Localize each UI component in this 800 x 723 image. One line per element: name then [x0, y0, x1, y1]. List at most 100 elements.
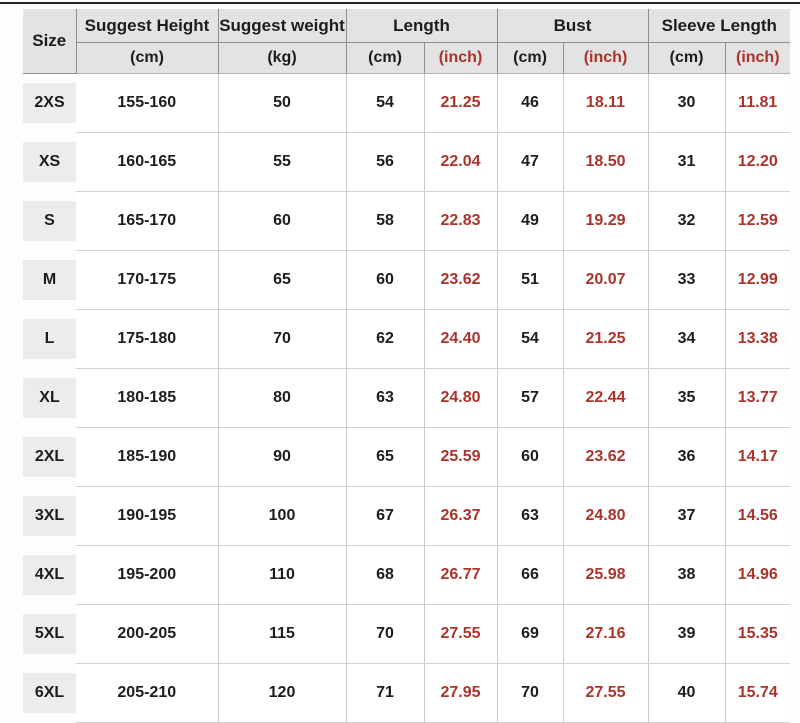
- size-cell: L: [23, 310, 76, 369]
- size-chart-table: Size Suggest Height Suggest weight Lengt…: [23, 9, 791, 723]
- size-chip: 2XL: [23, 437, 76, 477]
- cell-length-cm: 58: [345, 191, 424, 251]
- table-row: XL 180-185 80 63 24.80 57 22.44 35 13.77: [23, 368, 791, 428]
- cell-height: 205-210: [76, 663, 218, 723]
- cell-length-cm: 56: [345, 132, 424, 192]
- cell-length-cm: 71: [345, 663, 424, 723]
- cell-length-inch: 26.37: [423, 486, 497, 546]
- size-chip: XL: [23, 378, 76, 418]
- size-chip: L: [23, 319, 76, 359]
- cell-sleeve-cm: 32: [647, 191, 725, 251]
- cell-weight: 110: [217, 545, 346, 605]
- cell-length-inch: 26.77: [423, 545, 497, 605]
- table-row: 4XL 195-200 110 68 26.77 66 25.98 38 14.96: [23, 545, 791, 605]
- table-row: M 170-175 65 60 23.62 51 20.07 33 12.99: [23, 250, 791, 310]
- size-chip: 2XS: [23, 83, 76, 124]
- cell-bust-inch: 25.98: [562, 545, 648, 605]
- size-chart-header: Size Suggest Height Suggest weight Lengt…: [23, 9, 791, 74]
- cell-bust-inch: 20.07: [562, 250, 648, 310]
- size-chip: M: [23, 260, 76, 300]
- table-row: 3XL 190-195 100 67 26.37 63 24.80 37 14.56: [23, 486, 791, 546]
- cell-length-inch: 24.40: [423, 309, 497, 369]
- cell-bust-cm: 49: [496, 191, 563, 251]
- size-cell: 6XL: [23, 664, 76, 723]
- cell-bust-inch: 18.11: [562, 73, 648, 133]
- table-row: 2XL 185-190 90 65 25.59 60 23.62 36 14.17: [23, 427, 791, 487]
- cell-sleeve-cm: 36: [647, 427, 725, 487]
- cell-height: 195-200: [76, 545, 218, 605]
- unit-bust-inch: (inch): [563, 42, 649, 74]
- cell-weight: 80: [217, 368, 346, 428]
- cell-bust-cm: 46: [496, 73, 563, 133]
- cell-sleeve-inch: 11.81: [724, 73, 791, 133]
- cell-sleeve-cm: 34: [647, 309, 725, 369]
- table-row: XS 160-165 55 56 22.04 47 18.50 31 12.20: [23, 132, 791, 192]
- size-cell: 5XL: [23, 605, 76, 664]
- cell-bust-cm: 63: [496, 486, 563, 546]
- cell-height: 160-165: [76, 132, 218, 192]
- size-cell: XL: [23, 369, 76, 428]
- col-header-size: Size: [23, 9, 77, 74]
- col-header-bust: Bust: [497, 9, 649, 43]
- size-cell: 3XL: [23, 487, 76, 546]
- size-cell: 2XS: [23, 74, 76, 133]
- cell-sleeve-cm: 33: [647, 250, 725, 310]
- cell-weight: 120: [217, 663, 346, 723]
- size-cell: XS: [23, 133, 76, 192]
- cell-height: 190-195: [76, 486, 218, 546]
- cell-sleeve-inch: 13.77: [724, 368, 791, 428]
- cell-height: 185-190: [76, 427, 218, 487]
- cell-bust-cm: 57: [496, 368, 563, 428]
- cell-sleeve-inch: 14.96: [724, 545, 791, 605]
- size-chip: S: [23, 201, 76, 241]
- cell-bust-inch: 19.29: [562, 191, 648, 251]
- unit-sleeve-cm: (cm): [648, 42, 726, 74]
- table-row: L 175-180 70 62 24.40 54 21.25 34 13.38: [23, 309, 791, 369]
- cell-length-cm: 54: [345, 73, 424, 133]
- cell-sleeve-inch: 14.56: [724, 486, 791, 546]
- table-row: S 165-170 60 58 22.83 49 19.29 32 12.59: [23, 191, 791, 251]
- cell-height: 175-180: [76, 309, 218, 369]
- size-chip: 5XL: [23, 614, 76, 654]
- table-row: 5XL 200-205 115 70 27.55 69 27.16 39 15.35: [23, 604, 791, 664]
- cell-sleeve-cm: 37: [647, 486, 725, 546]
- col-header-length: Length: [346, 9, 498, 43]
- cell-weight: 60: [217, 191, 346, 251]
- cell-length-inch: 22.83: [423, 191, 497, 251]
- size-cell: 2XL: [23, 428, 76, 487]
- cell-length-inch: 24.80: [423, 368, 497, 428]
- cell-weight: 70: [217, 309, 346, 369]
- cell-length-cm: 68: [345, 545, 424, 605]
- cell-height: 170-175: [76, 250, 218, 310]
- size-cell: M: [23, 251, 76, 310]
- cell-sleeve-cm: 35: [647, 368, 725, 428]
- col-header-sleeve-length: Sleeve Length: [648, 9, 791, 43]
- cell-sleeve-inch: 14.17: [724, 427, 791, 487]
- col-header-suggest-weight: Suggest weight: [218, 9, 347, 43]
- cell-sleeve-cm: 39: [647, 604, 725, 664]
- cell-bust-inch: 22.44: [562, 368, 648, 428]
- top-border-line: [0, 2, 800, 4]
- header-units-row: (cm) (kg) (cm) (inch) (cm) (inch) (cm) (…: [23, 42, 791, 74]
- cell-bust-inch: 18.50: [562, 132, 648, 192]
- cell-sleeve-inch: 13.38: [724, 309, 791, 369]
- cell-weight: 90: [217, 427, 346, 487]
- cell-length-inch: 21.25: [423, 73, 497, 133]
- col-header-suggest-height: Suggest Height: [76, 9, 219, 43]
- unit-height-cm: (cm): [76, 42, 219, 74]
- cell-length-cm: 60: [345, 250, 424, 310]
- cell-length-cm: 65: [345, 427, 424, 487]
- size-chip: 3XL: [23, 496, 76, 536]
- cell-bust-inch: 24.80: [562, 486, 648, 546]
- cell-sleeve-inch: 12.20: [724, 132, 791, 192]
- cell-height: 180-185: [76, 368, 218, 428]
- cell-length-cm: 67: [345, 486, 424, 546]
- unit-length-inch: (inch): [424, 42, 498, 74]
- cell-length-inch: 22.04: [423, 132, 497, 192]
- cell-height: 165-170: [76, 191, 218, 251]
- table-row: 2XS 155-160 50 54 21.25 46 18.11 30 11.81: [23, 73, 791, 133]
- cell-sleeve-inch: 15.35: [724, 604, 791, 664]
- size-chart-body: 2XS 155-160 50 54 21.25 46 18.11 30 11.81 XS 160-1…: [23, 73, 791, 723]
- cell-length-inch: 25.59: [423, 427, 497, 487]
